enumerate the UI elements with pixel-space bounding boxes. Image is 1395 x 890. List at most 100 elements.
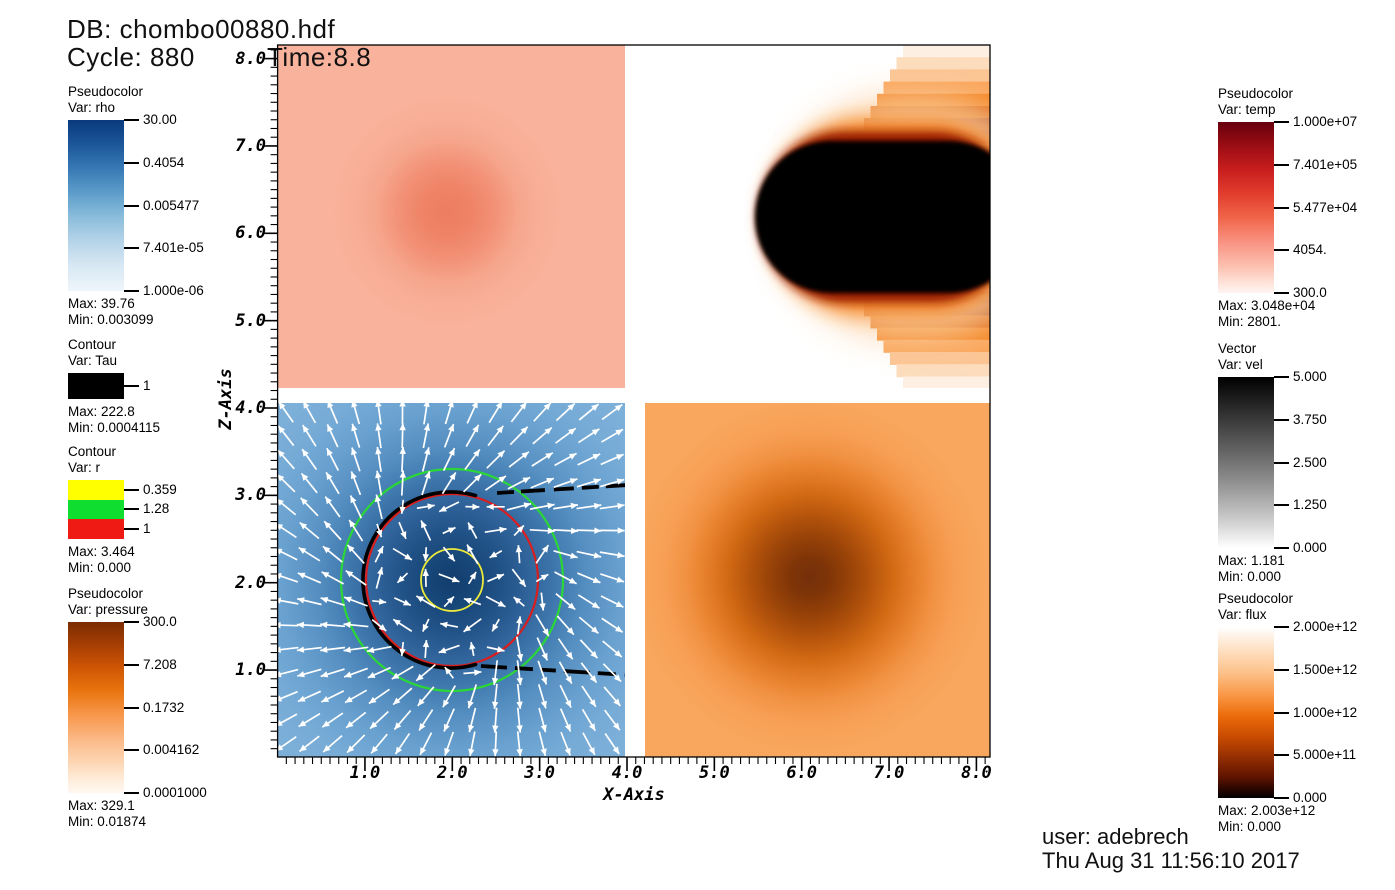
z-tick-label: 1.0 — [235, 660, 266, 681]
legend-tau: Contour Var: Tau 1 Max: 222.8 Min: 0.000… — [68, 337, 160, 436]
z-tick-label: 3.0 — [235, 485, 266, 506]
z-tick-label: 5.0 — [235, 310, 266, 331]
vector-arrow-head — [472, 503, 480, 510]
vector-arrow-head — [427, 503, 435, 510]
panel-rho-vector-contour[interactable] — [278, 403, 625, 757]
tick-line — [124, 527, 139, 530]
vector-arrow-head — [469, 642, 476, 650]
vector-arrow-head — [375, 470, 382, 479]
legend-temp: Pseudocolor Var: temp 1.000e+07 7.401e+0… — [1218, 86, 1357, 330]
vector-arrow-head — [351, 447, 358, 456]
vector-arrow-head — [589, 699, 596, 707]
tick-line — [124, 663, 139, 666]
vector-arrow-head — [474, 669, 482, 676]
tick-line — [124, 508, 139, 511]
legend-temp-type: Pseudocolor — [1218, 86, 1294, 101]
x-tick-label: 3.0 — [524, 763, 555, 783]
colorbar-temp — [1218, 122, 1274, 293]
panel-flux-heatmap[interactable] — [645, 45, 990, 388]
contour-r-red-circle — [364, 492, 540, 668]
tick-line — [124, 247, 139, 250]
vector-arrow-head — [368, 696, 377, 704]
z-tick-label: 7.0 — [235, 135, 266, 156]
tick-line — [124, 621, 139, 623]
contour-level: 1.28 — [143, 501, 170, 517]
colorbar-tick: 1.000e+07 — [1293, 114, 1358, 129]
colorbar-tick: 7.401e-05 — [143, 240, 204, 256]
vector-arrow-head — [344, 596, 352, 603]
panel-pressure-heatmap[interactable] — [645, 403, 990, 757]
x-tick-label: 8.0 — [961, 763, 992, 783]
flux-stripe — [890, 69, 990, 83]
tick-line — [124, 161, 139, 164]
legend-pressure: Pseudocolor Var: pressure 300.0 7.208 0.… — [68, 586, 207, 830]
tick-line — [1274, 668, 1289, 671]
colorbar-pressure — [68, 622, 124, 793]
vector-arrow-head — [569, 478, 578, 485]
flux-shadow-graphic — [645, 45, 990, 388]
legend-r-min: Min: 0.000 — [68, 559, 132, 575]
x-tick-label: 1.0 — [349, 763, 381, 783]
contour-r-green-circle — [339, 467, 565, 693]
vector-arrow-head — [351, 423, 358, 432]
rho-overlays-graphic — [278, 403, 625, 757]
legend-pressure-min: Min: 0.01874 — [68, 814, 147, 829]
vector-arrow-head — [492, 749, 499, 757]
legend-vel-max: Max: 1.181 — [1218, 553, 1285, 568]
tick-line — [1274, 461, 1289, 464]
legend-vel: Vector Var: vel 5.000 3.750 2.500 1.250 … — [1218, 341, 1327, 585]
vector-arrow-head — [423, 403, 430, 408]
colorbar-rho — [68, 120, 124, 291]
colorbar-vel — [1218, 377, 1274, 548]
vector-arrow-head — [612, 746, 620, 755]
vector-arrow-head — [515, 545, 523, 553]
colorbar-tick: 2.000e+12 — [1293, 619, 1358, 634]
colorbar-flux — [1218, 627, 1274, 798]
colorbar-tick: 0.005477 — [143, 197, 200, 213]
x-tick-label: 4.0 — [611, 763, 643, 783]
legend-pressure-type: Pseudocolor — [68, 586, 144, 601]
flux-stripe — [890, 352, 990, 365]
tick-line — [124, 290, 139, 292]
vector-arrow-head — [320, 596, 329, 604]
contour-level: 1 — [143, 378, 151, 393]
colorbar-tick: 7.208 — [143, 656, 177, 672]
legend-rho: Pseudocolor Var: rho 30.00 0.4054 0.0054… — [68, 84, 204, 328]
legend-tau-max: Max: 222.8 — [68, 404, 135, 419]
vector-arrow-head — [302, 449, 309, 457]
panel-temp-heatmap[interactable] — [278, 45, 625, 388]
vector-arrow-head — [448, 424, 455, 432]
tick-line — [1274, 797, 1289, 799]
flux-stripe — [903, 45, 990, 58]
colorbar-tick: 300.0 — [1293, 285, 1327, 300]
legend-temp-max: Max: 3.048e+04 — [1218, 298, 1316, 313]
vector-arrow-head — [345, 570, 354, 578]
contour-swatch-tau — [68, 373, 124, 399]
database-title: DB: chombo00880.hdf — [67, 14, 336, 44]
colorbar-tick: 2.500 — [1293, 454, 1327, 470]
timestamp-label: Thu Aug 31 11:56:10 2017 — [1042, 848, 1300, 873]
contour-level: 1 — [143, 520, 151, 536]
legend-flux-max: Max: 2.003e+12 — [1218, 803, 1316, 818]
time-label: Time:8.8 — [267, 42, 372, 72]
flux-stripe — [883, 339, 990, 353]
contour-swatch-r-green — [68, 499, 124, 519]
vector-arrow-head — [617, 551, 625, 559]
legend-vel-min: Min: 0.000 — [1218, 569, 1282, 584]
vector-arrow-shaft — [278, 624, 299, 627]
z-tick-label: 8.0 — [235, 48, 266, 69]
tick-line — [1274, 249, 1289, 252]
velocity-vector-field — [278, 403, 625, 757]
flux-stripe — [896, 57, 990, 71]
tick-line — [1274, 163, 1289, 166]
vector-arrow-head — [492, 725, 499, 733]
vector-arrow-head — [468, 748, 475, 757]
legend-flux: Pseudocolor Var: flux 2.000e+12 1.500e+1… — [1218, 591, 1357, 835]
vector-arrow-shaft — [278, 599, 299, 605]
tick-line — [124, 385, 139, 387]
vector-arrow-head — [399, 446, 406, 455]
cycle-label: Cycle: 880 — [67, 42, 195, 72]
vector-arrow-head — [296, 621, 304, 629]
vector-arrow-head — [541, 545, 549, 553]
